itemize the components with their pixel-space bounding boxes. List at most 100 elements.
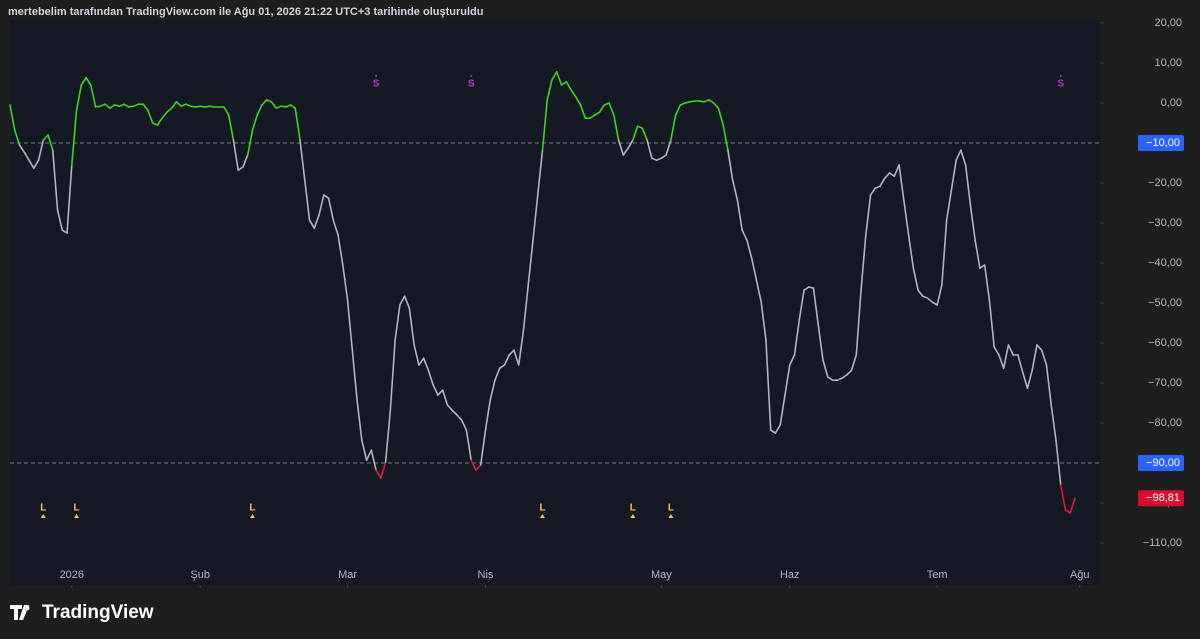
line-segment (898, 164, 905, 201)
line-segment (555, 71, 563, 86)
line-segment (223, 106, 230, 116)
line-segment (641, 127, 648, 141)
line-segment (1040, 349, 1048, 366)
line-segment (9, 104, 16, 131)
line-segment (1059, 484, 1067, 512)
line-segment (346, 299, 354, 352)
line-segment (613, 114, 620, 141)
line-segment (318, 194, 325, 216)
line-segment (142, 103, 149, 111)
line-segment (337, 234, 344, 266)
line-segment (85, 77, 92, 86)
line-segment (246, 129, 254, 156)
line-segment (289, 104, 297, 109)
line-segment (113, 104, 121, 107)
logo (10, 605, 30, 620)
line-segment (432, 384, 439, 396)
line-segment (988, 299, 995, 348)
line-segment (270, 101, 278, 109)
line-segment (1026, 369, 1034, 390)
signal-label: L (249, 503, 255, 514)
line-segment (322, 194, 330, 199)
line-segment (308, 219, 316, 229)
line-segment (99, 103, 106, 107)
line-segment (327, 197, 335, 221)
line-segment (194, 105, 201, 108)
line-segment (532, 194, 539, 241)
line-segment (284, 104, 292, 108)
x-tick-label: Haz (780, 569, 800, 581)
line-segment (560, 81, 568, 86)
y-tick-label: −60,00 (1148, 337, 1182, 349)
line-segment (1017, 354, 1024, 374)
line-segment (403, 295, 411, 310)
level-label: −90,00 (1146, 457, 1180, 469)
line-segment (332, 219, 339, 236)
line-segment (517, 329, 525, 366)
line-segment (370, 449, 377, 472)
line-segment (874, 185, 881, 189)
line-segment (579, 104, 587, 119)
line-segment (47, 134, 54, 151)
line-segment (869, 187, 877, 196)
line-segment (712, 102, 720, 109)
line-segment (361, 439, 368, 462)
y-tick-label: 10,00 (1154, 57, 1182, 69)
line-segment (109, 104, 116, 109)
line-segment (242, 154, 249, 168)
line-segment (936, 284, 943, 306)
line-segment (1045, 364, 1053, 406)
line-segment (784, 364, 791, 396)
line-segment (589, 114, 596, 119)
last-value-box (1138, 490, 1184, 507)
line-segment (536, 149, 544, 196)
line-segment (907, 234, 915, 270)
line-segment (132, 103, 140, 107)
line-segment (342, 264, 349, 302)
line-segment (850, 354, 858, 372)
line-segment (941, 219, 948, 286)
x-tick-label: Mar (338, 569, 357, 581)
line-segment (950, 159, 957, 191)
line-segment (232, 139, 240, 171)
line-segment (94, 105, 102, 108)
line-segment (574, 96, 582, 106)
line-segment (769, 429, 777, 434)
line-segment (418, 357, 425, 366)
line-segment (484, 399, 492, 432)
line-segment (879, 177, 886, 187)
line-segment (817, 324, 824, 362)
line-segment (917, 289, 924, 298)
level-box (1138, 135, 1184, 151)
signal-label: L (40, 503, 46, 514)
line-segment (651, 157, 658, 161)
line-segment (208, 105, 216, 108)
line-segment (746, 239, 753, 260)
line-segment (489, 379, 496, 402)
line-segment (684, 101, 691, 104)
line-segment (380, 461, 387, 480)
line-segment (1021, 371, 1029, 390)
line-segment (788, 354, 796, 366)
line-segment (446, 404, 453, 412)
signal-arrow (668, 514, 674, 518)
line-segment (665, 139, 672, 156)
line-segment (822, 359, 829, 378)
line-segment (437, 389, 444, 396)
line-segment (261, 99, 268, 106)
line-segment (479, 429, 487, 466)
line-segment (408, 307, 415, 346)
line-segment (498, 364, 506, 370)
x-tick-label: Ağu (1070, 569, 1090, 581)
line-segment (147, 109, 154, 124)
line-segment (51, 149, 59, 211)
line-segment (565, 81, 572, 91)
line-segment (522, 284, 530, 332)
line-segment (13, 129, 21, 146)
line-segment (294, 107, 301, 141)
signal-label: S (373, 79, 380, 90)
line-segment (28, 159, 35, 169)
line-segment (394, 304, 401, 342)
line-segment (903, 199, 910, 236)
